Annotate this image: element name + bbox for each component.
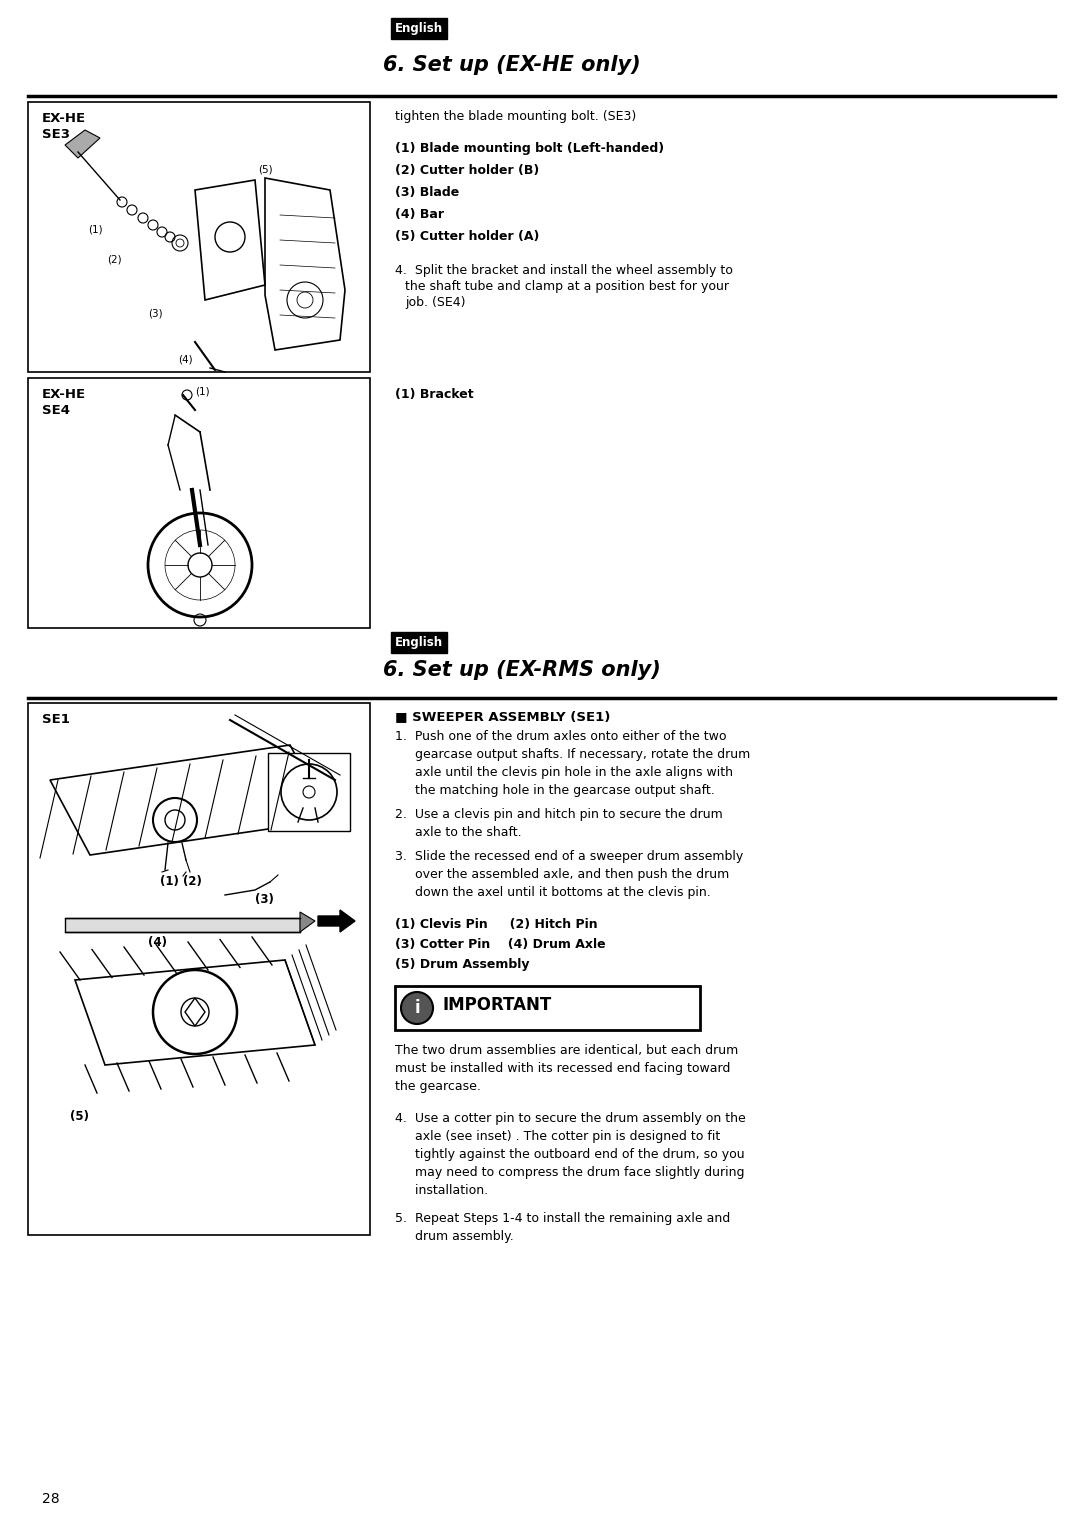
Text: EX-HE: EX-HE: [42, 388, 86, 401]
Text: (5): (5): [258, 163, 272, 174]
Text: 2.  Use a clevis pin and hitch pin to secure the drum: 2. Use a clevis pin and hitch pin to sec…: [395, 807, 723, 821]
Text: 1.  Push one of the drum axles onto either of the two: 1. Push one of the drum axles onto eithe…: [395, 729, 727, 743]
Text: (3): (3): [255, 893, 274, 906]
Polygon shape: [300, 913, 315, 932]
Text: (4): (4): [148, 935, 167, 949]
Text: (3): (3): [148, 308, 163, 317]
Text: axle to the shaft.: axle to the shaft.: [395, 826, 522, 839]
Text: English: English: [395, 636, 443, 649]
Text: IMPORTANT: IMPORTANT: [443, 996, 552, 1013]
Text: 4.  Use a cotter pin to secure the drum assembly on the: 4. Use a cotter pin to secure the drum a…: [395, 1112, 746, 1125]
Text: SE1: SE1: [42, 713, 70, 726]
Text: English: English: [395, 21, 443, 35]
Bar: [268, 752, 350, 832]
Text: axle until the clevis pin hole in the axle aligns with: axle until the clevis pin hole in the ax…: [395, 766, 733, 778]
Text: (4) Bar: (4) Bar: [395, 208, 444, 221]
Text: installation.: installation.: [395, 1184, 488, 1196]
Bar: [28, 378, 370, 629]
Text: (5) Drum Assembly: (5) Drum Assembly: [395, 958, 529, 971]
Text: (3) Cotter Pin    (4) Drum Axle: (3) Cotter Pin (4) Drum Axle: [395, 938, 606, 951]
Text: The two drum assemblies are identical, but each drum: The two drum assemblies are identical, b…: [395, 1044, 739, 1058]
Text: SE4: SE4: [42, 404, 70, 417]
Text: must be installed with its recessed end facing toward: must be installed with its recessed end …: [395, 1062, 730, 1074]
Text: may need to compress the drum face slightly during: may need to compress the drum face sligh…: [395, 1166, 744, 1180]
Text: (1) Blade mounting bolt (Left-handed): (1) Blade mounting bolt (Left-handed): [395, 142, 664, 156]
Bar: [65, 919, 300, 932]
Text: gearcase output shafts. If necessary, rotate the drum: gearcase output shafts. If necessary, ro…: [395, 748, 751, 761]
Text: (1) Bracket: (1) Bracket: [395, 388, 474, 401]
Text: i: i: [415, 1000, 420, 1016]
Text: down the axel until it bottoms at the clevis pin.: down the axel until it bottoms at the cl…: [395, 887, 711, 899]
Text: 4.  Split the bracket and install the wheel assembly to: 4. Split the bracket and install the whe…: [395, 264, 733, 278]
Text: 3.  Slide the recessed end of a sweeper drum assembly: 3. Slide the recessed end of a sweeper d…: [395, 850, 743, 864]
Text: (5) Cutter holder (A): (5) Cutter holder (A): [395, 230, 539, 243]
Text: (2) Cutter holder (B): (2) Cutter holder (B): [395, 163, 539, 177]
Polygon shape: [318, 909, 355, 932]
Text: the matching hole in the gearcase output shaft.: the matching hole in the gearcase output…: [395, 784, 715, 797]
Text: ■ SWEEPER ASSEMBLY (SE1): ■ SWEEPER ASSEMBLY (SE1): [395, 710, 610, 723]
Text: 5.  Repeat Steps 1-4 to install the remaining axle and: 5. Repeat Steps 1-4 to install the remai…: [395, 1212, 730, 1225]
Text: the shaft tube and clamp at a position best for your: the shaft tube and clamp at a position b…: [405, 279, 729, 293]
Text: drum assembly.: drum assembly.: [395, 1230, 514, 1244]
Text: 28: 28: [42, 1492, 59, 1506]
Circle shape: [401, 992, 433, 1024]
Text: (1) (2): (1) (2): [160, 874, 202, 888]
Text: (1) Clevis Pin     (2) Hitch Pin: (1) Clevis Pin (2) Hitch Pin: [395, 919, 597, 931]
Text: (5): (5): [70, 1109, 89, 1123]
Text: (3) Blade: (3) Blade: [395, 186, 459, 198]
Text: 6. Set up (EX-HE only): 6. Set up (EX-HE only): [383, 55, 640, 75]
Text: job. (SE4): job. (SE4): [405, 296, 465, 308]
Text: tighten the blade mounting bolt. (SE3): tighten the blade mounting bolt. (SE3): [395, 110, 636, 124]
Text: axle (see inset) . The cotter pin is designed to fit: axle (see inset) . The cotter pin is des…: [395, 1129, 720, 1143]
Polygon shape: [65, 130, 100, 159]
Text: tightly against the outboard end of the drum, so you: tightly against the outboard end of the …: [395, 1148, 744, 1161]
Bar: [28, 102, 370, 372]
Text: (1): (1): [195, 386, 210, 397]
Text: the gearcase.: the gearcase.: [395, 1080, 481, 1093]
Text: (1): (1): [87, 224, 103, 235]
Text: (4): (4): [178, 356, 192, 365]
Text: over the assembled axle, and then push the drum: over the assembled axle, and then push t…: [395, 868, 729, 881]
Text: SE3: SE3: [42, 128, 70, 140]
Text: (2): (2): [107, 255, 122, 266]
Bar: [28, 703, 370, 1235]
Text: EX-HE: EX-HE: [42, 111, 86, 125]
Bar: [395, 986, 700, 1030]
Text: 6. Set up (EX-RMS only): 6. Set up (EX-RMS only): [383, 661, 661, 681]
